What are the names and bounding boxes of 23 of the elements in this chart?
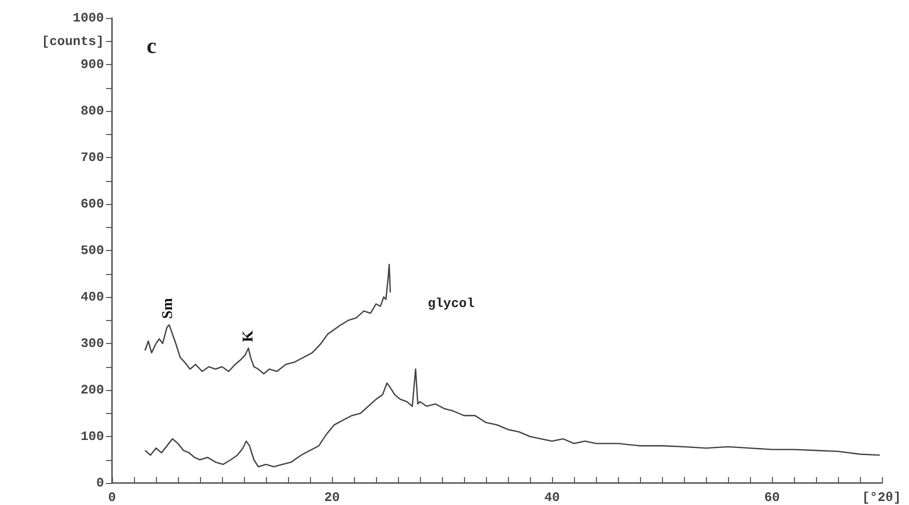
y-tick-label: 300 [80,336,104,351]
y-tick-label: 200 [80,382,104,398]
y-tick-label: 100 [80,429,104,444]
y-tick-label: 900 [80,57,104,72]
y-tick-label: 0 [96,476,104,490]
annotation: K [240,330,256,342]
y-tick-label: 1000 [72,10,104,26]
annotation: glycol [428,296,475,311]
y-tick-label: 600 [80,196,104,212]
x-axis-title: [°2θ] [862,490,902,505]
x-tick-label: 20 [324,490,340,505]
line-series [144,264,391,374]
x-tick-label: 60 [764,490,780,505]
y-tick-label: 400 [80,290,104,304]
x-tick-label: 0 [108,490,116,505]
x-tick-label: 40 [544,490,560,505]
y-tick-label: 800 [80,104,104,118]
y-tick-label: 700 [80,150,104,165]
y-tick-label: [counts] [42,34,104,49]
line-series [144,368,880,468]
annotation: c [146,32,157,58]
annotation: Sm [160,298,176,319]
y-tick-label: 500 [80,243,104,258]
